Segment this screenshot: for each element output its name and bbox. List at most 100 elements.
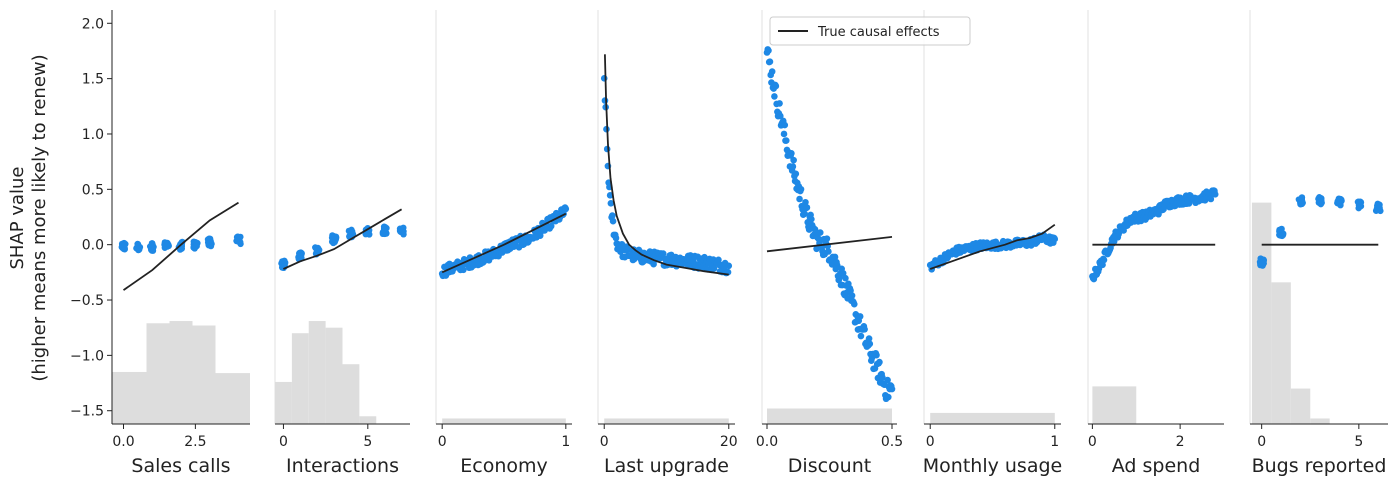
shap-point <box>847 287 854 294</box>
x-axis-title: Monthly usage <box>923 455 1062 477</box>
x-tick-label: 2 <box>1176 434 1185 450</box>
x-tick-label: 0.0 <box>756 434 778 450</box>
shap-point <box>1334 198 1341 205</box>
x-tick-label: 0 <box>279 434 288 450</box>
y-tick-label: −1.5 <box>70 404 104 420</box>
shap-scatter <box>1089 187 1219 283</box>
x-axis: 0.0 2.5 Sales calls <box>112 423 250 477</box>
shap-point <box>789 163 797 170</box>
shap-point <box>547 222 555 230</box>
shap-point <box>381 224 389 231</box>
x-axis: 0 2 Ad spend <box>1088 423 1224 477</box>
histogram-bar <box>275 381 292 424</box>
shap-point <box>381 230 389 238</box>
x-axis: 0 1 Monthly usage <box>923 423 1062 477</box>
shap-point <box>866 340 874 348</box>
y-tick-label: −0.5 <box>70 293 104 309</box>
shap-point <box>823 235 831 242</box>
shap-point <box>825 248 832 255</box>
histogram <box>442 418 566 424</box>
histogram <box>275 321 377 424</box>
panel-monthly-usage: 0 1 Monthly usage <box>923 10 1062 477</box>
shap-point <box>234 233 241 240</box>
x-tick-label: 0.0 <box>112 434 134 450</box>
true-effect-line <box>766 236 893 253</box>
shap-point <box>147 243 155 250</box>
shap-point <box>839 269 847 277</box>
histogram-bar <box>308 321 326 424</box>
x-tick-label: 1 <box>1050 434 1059 450</box>
shap-point <box>612 234 620 242</box>
true-effect-line <box>604 54 729 276</box>
shap-scatter <box>1256 194 1384 269</box>
histogram-bar <box>291 333 309 424</box>
true-effect-line <box>122 201 239 291</box>
x-tick-label: 1 <box>561 434 570 450</box>
panel-group: 2.0 1.5 1.0 0.5 0.0 −0.5 −1.0 −1.5 0.0 2.5 Sales c… <box>70 10 1388 477</box>
shap-point <box>600 75 608 82</box>
shap-point <box>885 393 892 401</box>
shap-point <box>603 145 611 153</box>
histogram-bar <box>604 418 729 424</box>
y-axis-title-line-1: SHAP value <box>7 166 28 269</box>
shap-point <box>396 225 404 232</box>
shap-point <box>788 150 795 157</box>
histogram <box>112 321 250 424</box>
histogram-bar <box>325 327 343 424</box>
x-tick-label: 5 <box>363 434 372 450</box>
y-tick-label: 0.5 <box>82 182 104 198</box>
shap-point <box>1318 199 1325 206</box>
histogram-bar <box>1310 418 1330 424</box>
shap-point <box>1211 191 1219 198</box>
shap-point <box>768 68 776 75</box>
x-tick-label: 20 <box>720 434 738 450</box>
shap-point <box>856 313 864 320</box>
panel-ad-spend: 0 2 Ad spend <box>1087 10 1224 477</box>
shap-point <box>831 253 839 261</box>
x-axis-title: Discount <box>788 455 871 477</box>
shap-point <box>659 250 667 257</box>
panel-last-upgrade: 0 20 Last upgrade <box>597 10 738 477</box>
shap-point <box>193 242 200 250</box>
shap-point <box>842 274 849 282</box>
shap-point <box>796 195 803 203</box>
shap-point <box>1278 232 1286 240</box>
x-tick-label: 0 <box>1088 434 1097 450</box>
shap-point <box>782 137 790 144</box>
shap-point <box>781 121 789 129</box>
shap-point <box>460 266 467 274</box>
histogram-bar <box>1092 386 1137 424</box>
shap-point <box>803 204 811 211</box>
shap-point <box>797 185 805 193</box>
panel-discount: 0.0 0.5 Discount <box>756 10 903 477</box>
y-tick-label: −1.0 <box>70 348 104 364</box>
panel-economy: 0 1 Economy <box>435 10 572 477</box>
shap-point <box>857 332 865 340</box>
shap-point <box>1355 198 1362 205</box>
shap-point <box>765 47 772 54</box>
shap-point <box>873 351 880 359</box>
shap-point <box>808 215 815 223</box>
shap-point <box>1259 260 1266 267</box>
x-tick-label: 0 <box>600 434 609 450</box>
panel-interactions: 0 5 Interactions <box>274 10 410 477</box>
histogram-bar <box>1290 388 1311 424</box>
shap-scatter <box>278 223 407 272</box>
shap-point <box>772 82 780 90</box>
x-axis-title: Last upgrade <box>604 455 729 477</box>
shap-scatter <box>438 204 570 280</box>
x-tick-label: 0 <box>1257 434 1266 450</box>
shap-point <box>777 112 784 120</box>
true-effect-line <box>283 208 403 270</box>
shap-point <box>1207 195 1215 203</box>
shap-point <box>562 205 570 213</box>
x-tick-label: 5 <box>1354 434 1363 450</box>
shap-point <box>766 58 774 65</box>
x-axis-title: Bugs reported <box>1252 455 1387 477</box>
x-tick-label: 0 <box>926 434 935 450</box>
x-tick-label: 0.5 <box>881 434 903 450</box>
y-tick-label: 1.0 <box>82 127 104 143</box>
legend-box <box>769 16 971 46</box>
y-tick-label: 2.0 <box>82 16 104 32</box>
shap-point <box>650 260 657 268</box>
